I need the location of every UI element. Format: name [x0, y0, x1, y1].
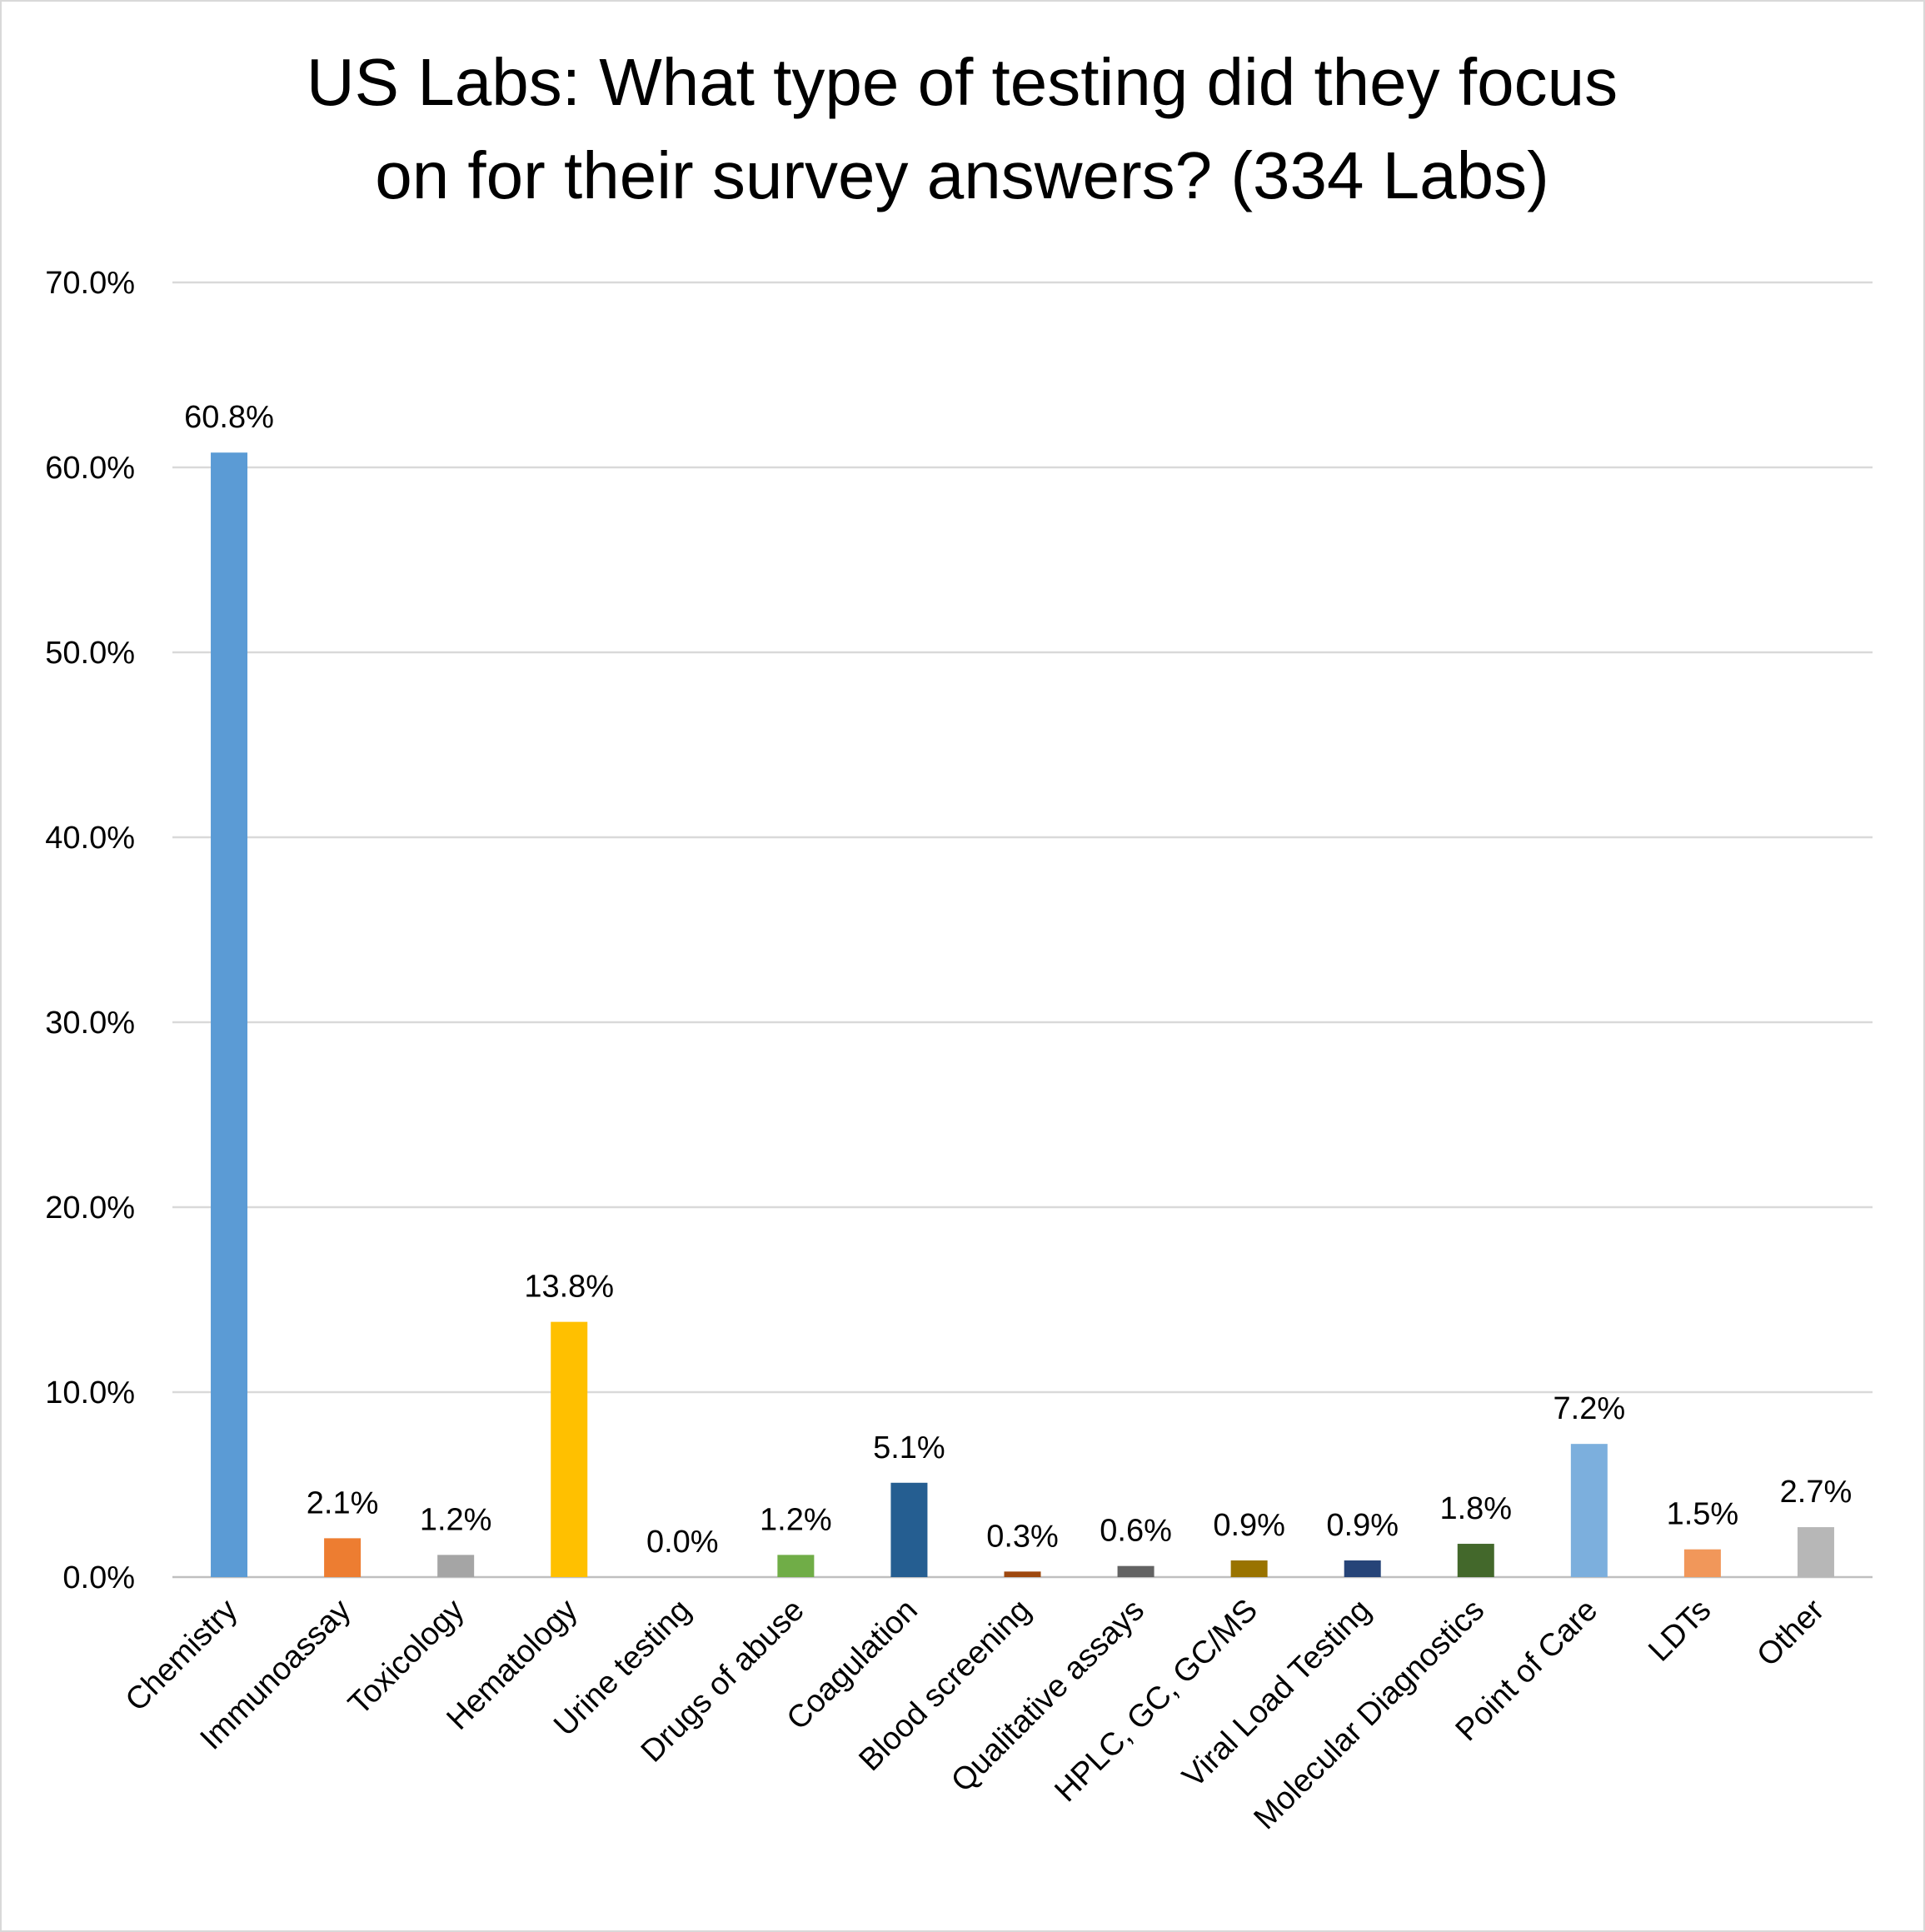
y-tick-label: 20.0% — [45, 1191, 135, 1226]
data-label: 1.8% — [1439, 1491, 1512, 1526]
data-label: 13.8% — [524, 1270, 614, 1305]
data-label: 1.2% — [760, 1502, 832, 1537]
data-label: 0.6% — [1100, 1514, 1172, 1549]
bar-toxicology — [437, 1555, 475, 1577]
bars — [211, 452, 1834, 1577]
y-tick-label: 50.0% — [45, 636, 135, 671]
data-label: 0.9% — [1326, 1508, 1399, 1543]
y-axis-tick-labels: 0.0% 10.0% 20.0% 30.0% 40.0% 50.0% 60.0% 70.0% — [45, 266, 135, 1595]
chart-title-line-2: on for their survey answers? (334 Labs) — [375, 138, 1549, 212]
data-labels: 60.8% 2.1% 1.2% 13.8% 0.0% 1.2% 5.1% 0.3% 0.6% 0.… — [184, 400, 1852, 1560]
bar-other — [1797, 1527, 1834, 1577]
y-tick-label: 0.0% — [62, 1560, 135, 1595]
bar-immunoassay — [324, 1538, 362, 1577]
data-label: 1.2% — [420, 1502, 492, 1537]
data-label: 2.7% — [1780, 1475, 1853, 1510]
chart-title-line-1: US Labs: What type of testing did they f… — [307, 45, 1618, 119]
y-tick-label: 60.0% — [45, 451, 135, 486]
y-tick-label: 30.0% — [45, 1006, 135, 1041]
data-label: 1.5% — [1667, 1497, 1739, 1532]
data-label: 60.8% — [184, 400, 274, 435]
bar-molecular-diagnostics — [1457, 1544, 1494, 1577]
data-label: 5.1% — [873, 1430, 945, 1465]
bar-point-of-care — [1570, 1444, 1608, 1577]
bar-drugs-of-abuse — [777, 1555, 815, 1577]
bar-chemistry — [211, 452, 248, 1577]
y-tick-label: 10.0% — [45, 1375, 135, 1410]
y-tick-label: 40.0% — [45, 821, 135, 856]
bar-hematology — [551, 1321, 588, 1577]
bar-blood-screening — [1004, 1571, 1041, 1577]
bar-ldts — [1683, 1549, 1721, 1577]
data-label: 0.3% — [986, 1519, 1059, 1554]
y-tick-label: 70.0% — [45, 266, 135, 301]
data-label: 0.0% — [646, 1525, 719, 1560]
bar-qualitative-assays — [1117, 1565, 1155, 1577]
data-label: 7.2% — [1553, 1391, 1626, 1426]
data-label: 0.9% — [1213, 1508, 1285, 1543]
bar-viral-load-testing — [1344, 1560, 1381, 1577]
bar-hplc-gc-gc-ms — [1230, 1560, 1268, 1577]
bar-coagulation — [890, 1482, 928, 1577]
data-label: 2.1% — [307, 1485, 379, 1520]
